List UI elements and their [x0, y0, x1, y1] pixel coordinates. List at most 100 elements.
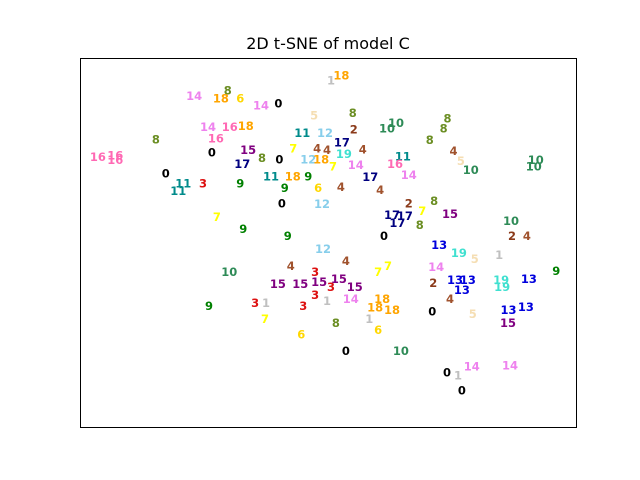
point-label-8: 8 — [152, 132, 160, 146]
point-label-16: 16 — [107, 153, 123, 167]
point-label-18: 18 — [384, 303, 400, 317]
point-label-15: 15 — [331, 272, 347, 286]
point-label-15: 15 — [347, 280, 363, 294]
point-label-17: 17 — [397, 209, 413, 223]
point-label-15: 15 — [270, 277, 286, 291]
point-label-14: 14 — [464, 360, 480, 374]
point-label-8: 8 — [224, 83, 232, 97]
point-label-0: 0 — [458, 384, 466, 398]
point-label-8: 8 — [440, 121, 448, 135]
point-label-8: 8 — [416, 218, 424, 232]
point-label-13: 13 — [454, 283, 470, 297]
point-label-18: 18 — [285, 169, 301, 183]
point-label-10: 10 — [221, 265, 237, 279]
point-label-0: 0 — [208, 145, 216, 159]
point-label-13: 13 — [521, 272, 537, 286]
point-label-6: 6 — [314, 181, 322, 195]
point-label-4: 4 — [523, 229, 531, 243]
point-label-8: 8 — [430, 194, 438, 208]
point-label-5: 5 — [469, 307, 477, 321]
point-label-9: 9 — [205, 299, 213, 313]
point-label-18: 18 — [213, 92, 229, 106]
point-label-18: 18 — [367, 301, 383, 315]
point-label-19: 19 — [494, 280, 510, 294]
point-label-3: 3 — [311, 288, 319, 302]
point-label-1: 1 — [454, 369, 462, 383]
point-label-4: 4 — [446, 292, 454, 306]
point-label-1: 1 — [262, 296, 270, 310]
point-label-13: 13 — [500, 303, 516, 317]
chart-title: 2D t-SNE of model C — [246, 34, 410, 53]
point-label-10: 10 — [379, 121, 395, 135]
point-label-10: 10 — [528, 153, 544, 167]
point-label-9: 9 — [552, 264, 560, 278]
point-label-11: 11 — [263, 169, 279, 183]
point-label-15: 15 — [240, 143, 256, 157]
point-label-1: 1 — [365, 312, 373, 326]
point-label-7: 7 — [213, 210, 221, 224]
point-label-0: 0 — [274, 96, 282, 110]
point-label-4: 4 — [449, 144, 457, 158]
point-label-12: 12 — [315, 242, 331, 256]
point-label-11: 11 — [170, 184, 186, 198]
point-label-13: 13 — [460, 273, 476, 287]
point-label-8: 8 — [443, 111, 451, 125]
point-label-7: 7 — [289, 141, 297, 155]
point-label-11: 11 — [294, 126, 310, 140]
point-label-4: 4 — [376, 183, 384, 197]
point-label-15: 15 — [500, 316, 516, 330]
point-label-7: 7 — [384, 259, 392, 273]
point-label-2: 2 — [405, 196, 413, 210]
point-label-4: 4 — [342, 254, 350, 268]
point-label-11: 11 — [175, 176, 191, 190]
point-label-17: 17 — [384, 208, 400, 222]
point-label-10: 10 — [388, 116, 404, 130]
point-label-6: 6 — [297, 328, 305, 342]
point-label-19: 19 — [451, 246, 467, 260]
point-label-14: 14 — [401, 168, 417, 182]
point-label-2: 2 — [429, 276, 437, 290]
point-label-6: 6 — [236, 92, 244, 106]
point-label-7: 7 — [418, 204, 426, 218]
point-label-9: 9 — [284, 229, 292, 243]
point-label-2: 2 — [508, 229, 516, 243]
point-label-11: 11 — [395, 149, 411, 163]
point-label-16: 16 — [387, 157, 403, 171]
point-label-0: 0 — [443, 366, 451, 380]
point-label-16: 16 — [107, 148, 123, 162]
point-label-14: 14 — [186, 89, 202, 103]
point-label-3: 3 — [251, 296, 259, 310]
point-label-15: 15 — [311, 275, 327, 289]
point-label-14: 14 — [200, 120, 216, 134]
point-label-4: 4 — [313, 141, 321, 155]
point-label-17: 17 — [334, 135, 350, 149]
point-label-10: 10 — [503, 214, 519, 228]
point-label-18: 18 — [313, 152, 329, 166]
point-label-5: 5 — [457, 154, 465, 168]
point-label-9: 9 — [304, 169, 312, 183]
point-label-17: 17 — [362, 170, 378, 184]
point-label-1: 1 — [323, 294, 331, 308]
point-label-14: 14 — [343, 292, 359, 306]
point-label-10: 10 — [526, 159, 542, 173]
point-label-4: 4 — [287, 259, 295, 273]
point-label-18: 18 — [238, 119, 254, 133]
point-label-9: 9 — [281, 181, 289, 195]
point-label-12: 12 — [314, 197, 330, 211]
point-label-3: 3 — [299, 299, 307, 313]
point-label-13: 13 — [431, 238, 447, 252]
point-label-15: 15 — [442, 207, 458, 221]
point-label-4: 4 — [359, 142, 367, 156]
point-label-0: 0 — [380, 229, 388, 243]
point-label-10: 10 — [393, 344, 409, 358]
point-label-1: 1 — [495, 248, 503, 262]
point-label-5: 5 — [471, 252, 479, 266]
point-label-0: 0 — [342, 344, 350, 358]
point-label-14: 14 — [348, 158, 364, 172]
point-label-6: 6 — [374, 323, 382, 337]
point-label-16: 16 — [222, 120, 238, 134]
point-label-0: 0 — [162, 166, 170, 180]
